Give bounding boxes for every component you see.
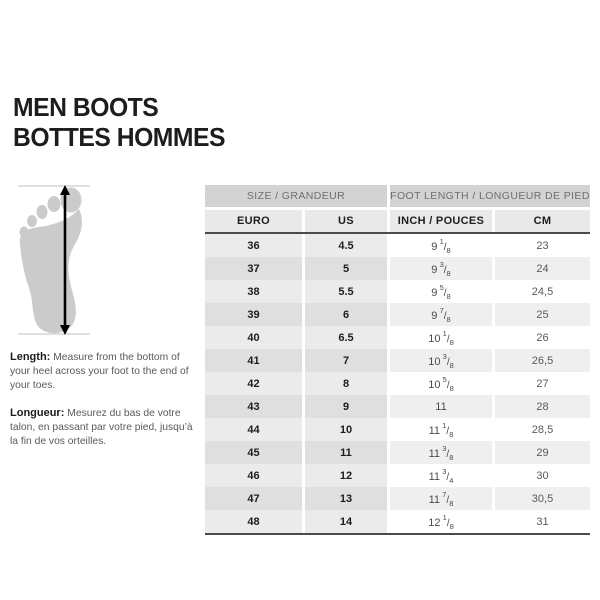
group-header-size: SIZE / GRANDEUR xyxy=(205,185,387,207)
cell-cm: 26 xyxy=(495,326,590,349)
cell-euro: 36 xyxy=(205,234,302,257)
cell-euro: 45 xyxy=(205,441,302,464)
table-row: 39 6 9 7/8 25 xyxy=(205,303,590,326)
cell-euro: 47 xyxy=(205,487,302,510)
table-row: 42 8 10 5/8 27 xyxy=(205,372,590,395)
page-title-line-en: MEN BOOTS xyxy=(13,92,159,122)
cell-euro: 37 xyxy=(205,257,302,280)
cell-cm: 29 xyxy=(495,441,590,464)
longueur-text: Mesurez du bas de votre talon, en passan… xyxy=(10,408,193,447)
header-bottom-rule xyxy=(205,232,590,234)
cell-inch: 11 3/8 xyxy=(390,441,492,464)
cell-euro: 40 xyxy=(205,326,302,349)
cell-us: 8 xyxy=(305,372,387,395)
cell-inch: 10 3/8 xyxy=(390,349,492,372)
cell-cm: 26,5 xyxy=(495,349,590,372)
cell-inch: 10 5/8 xyxy=(390,372,492,395)
cell-us: 12 xyxy=(305,464,387,487)
group-header-foot-length: FOOT LENGTH / LONGUEUR DE PIED xyxy=(390,185,590,207)
cell-euro: 39 xyxy=(205,303,302,326)
table-row: 46 12 11 3/4 30 xyxy=(205,464,590,487)
cell-us: 6.5 xyxy=(305,326,387,349)
length-label: Length: xyxy=(10,351,51,363)
table-group-header-row: SIZE / GRANDEUR FOOT LENGTH / LONGUEUR D… xyxy=(205,185,590,207)
cell-inch: 10 1/8 xyxy=(390,326,492,349)
length-instruction: Length: Measure from the bottom of your … xyxy=(10,350,202,393)
page-title-line-fr: BOTTES HOMMES xyxy=(13,122,226,152)
length-measure-arrow xyxy=(60,185,70,335)
cell-inch: 11 xyxy=(390,395,492,418)
column-header-us: US xyxy=(305,210,387,232)
foot-measurement-illustration xyxy=(8,182,100,342)
cell-cm: 30,5 xyxy=(495,487,590,510)
cell-inch: 11 1/8 xyxy=(390,418,492,441)
cell-euro: 42 xyxy=(205,372,302,395)
cell-us: 5 xyxy=(305,257,387,280)
table-column-header-row: EURO US INCH / POUCES CM xyxy=(205,210,590,232)
column-header-cm: CM xyxy=(495,210,590,232)
cell-us: 13 xyxy=(305,487,387,510)
cell-cm: 24,5 xyxy=(495,280,590,303)
column-header-euro: EURO xyxy=(205,210,302,232)
cell-us: 14 xyxy=(305,510,387,533)
table-row: 48 14 12 1/8 31 xyxy=(205,510,590,533)
column-header-inch: INCH / POUCES xyxy=(390,210,492,232)
cell-inch: 9 1/8 xyxy=(390,234,492,257)
cell-euro: 48 xyxy=(205,510,302,533)
cell-us: 9 xyxy=(305,395,387,418)
cell-us: 5.5 xyxy=(305,280,387,303)
cell-euro: 43 xyxy=(205,395,302,418)
length-text: Measure from the bottom of your heel acr… xyxy=(10,352,189,391)
table-bottom-rule xyxy=(205,533,590,535)
table-row: 37 5 9 3/8 24 xyxy=(205,257,590,280)
page-title: MEN BOOTS BOTTES HOMMES xyxy=(13,92,225,152)
cell-cm: 25 xyxy=(495,303,590,326)
cell-cm: 28,5 xyxy=(495,418,590,441)
cell-euro: 44 xyxy=(205,418,302,441)
table-row: 45 11 11 3/8 29 xyxy=(205,441,590,464)
foot-silhouette-icon xyxy=(18,185,90,335)
longueur-label: Longueur: xyxy=(10,407,65,419)
cell-inch: 9 7/8 xyxy=(390,303,492,326)
cell-inch: 9 5/8 xyxy=(390,280,492,303)
cell-us: 4.5 xyxy=(305,234,387,257)
cell-us: 7 xyxy=(305,349,387,372)
cell-inch: 9 3/8 xyxy=(390,257,492,280)
cell-inch: 12 1/8 xyxy=(390,510,492,533)
table-row: 43 9 11 28 xyxy=(205,395,590,418)
measurement-instructions: Length: Measure from the bottom of your … xyxy=(10,350,202,462)
table-row: 41 7 10 3/8 26,5 xyxy=(205,349,590,372)
cell-cm: 31 xyxy=(495,510,590,533)
table-row: 47 13 11 7/8 30,5 xyxy=(205,487,590,510)
longueur-instruction: Longueur: Mesurez du bas de votre talon,… xyxy=(10,406,202,449)
table-row: 40 6.5 10 1/8 26 xyxy=(205,326,590,349)
cell-euro: 38 xyxy=(205,280,302,303)
cell-cm: 30 xyxy=(495,464,590,487)
size-conversion-table: SIZE / GRANDEUR FOOT LENGTH / LONGUEUR D… xyxy=(205,185,590,535)
table-body: 36 4.5 9 1/8 23 37 5 9 3/8 24 38 5.5 9 5/8 24,5 39 6 9… xyxy=(205,234,590,533)
table-row: 36 4.5 9 1/8 23 xyxy=(205,234,590,257)
cell-euro: 41 xyxy=(205,349,302,372)
table-row: 38 5.5 9 5/8 24,5 xyxy=(205,280,590,303)
cell-inch: 11 3/4 xyxy=(390,464,492,487)
cell-inch: 11 7/8 xyxy=(390,487,492,510)
cell-us: 10 xyxy=(305,418,387,441)
table-row: 44 10 11 1/8 28,5 xyxy=(205,418,590,441)
cell-cm: 23 xyxy=(495,234,590,257)
cell-euro: 46 xyxy=(205,464,302,487)
cell-us: 11 xyxy=(305,441,387,464)
cell-cm: 28 xyxy=(495,395,590,418)
cell-cm: 27 xyxy=(495,372,590,395)
cell-us: 6 xyxy=(305,303,387,326)
cell-cm: 24 xyxy=(495,257,590,280)
foot-shape xyxy=(19,187,82,334)
